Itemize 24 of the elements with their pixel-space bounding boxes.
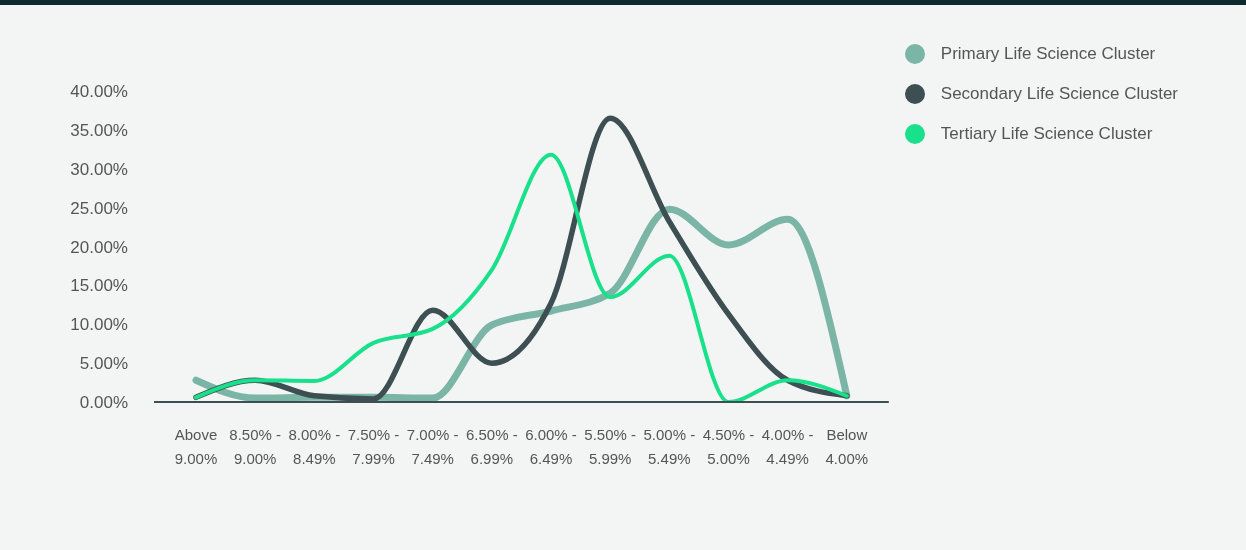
x-tick-label: 4.00% - 4.49% — [761, 426, 814, 467]
y-tick-label: 5.00% — [79, 354, 128, 374]
x-tick-label: 7.50% - 7.99% — [347, 426, 400, 467]
legend-label: Secondary Life Science Cluster — [940, 84, 1178, 104]
y-tick-label: 15.00% — [70, 276, 128, 296]
x-tick-label: 5.50% - 5.99% — [584, 426, 636, 467]
y-tick-label: 35.00% — [70, 120, 128, 140]
legend-label: Tertiary Life Science Cluster — [940, 124, 1153, 144]
x-tick-label: 7.00% - 7.49% — [406, 426, 459, 467]
y-tick-label: 0.00% — [79, 393, 128, 413]
x-tick-label: 8.00% - 8.49% — [288, 426, 341, 467]
x-tick-label: Below 4.00% — [825, 426, 869, 467]
x-tick-label: Above 9.00% — [174, 426, 218, 467]
y-tick-label: 30.00% — [70, 159, 128, 179]
x-tick-label: 6.00% - 6.49% — [525, 426, 577, 467]
y-tick-label: 10.00% — [70, 315, 128, 335]
y-tick-label: 20.00% — [70, 237, 128, 257]
y-tick-label: 40.00% — [70, 82, 128, 102]
x-tick-label: 6.50% - 6.99% — [465, 426, 518, 467]
x-tick-label: 4.50% - 5.00% — [702, 426, 755, 467]
x-tick-label: 5.00% - 5.49% — [643, 426, 696, 467]
x-tick-label: 8.50% - 9.00% — [229, 426, 282, 467]
y-tick-label: 25.00% — [70, 198, 128, 218]
legend-label: Primary Life Science Cluster — [940, 44, 1156, 64]
